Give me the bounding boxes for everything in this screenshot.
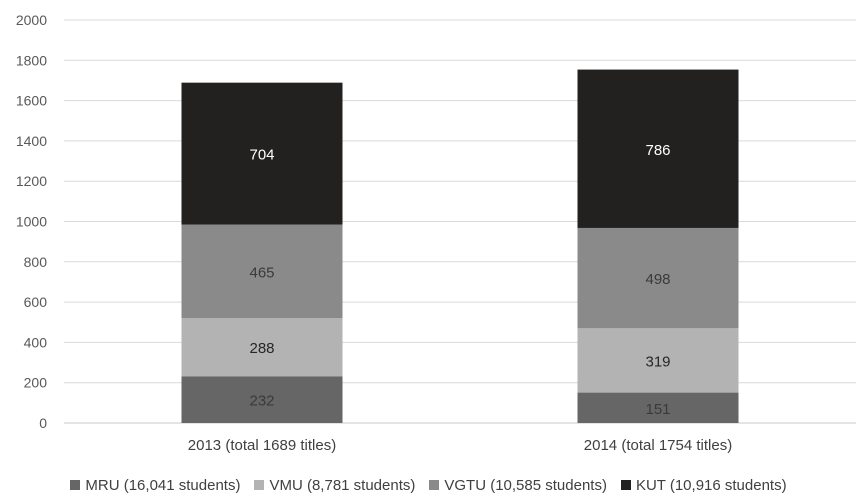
data-label-2-cat-1: 288 <box>249 340 274 357</box>
bar-segment-3-cat-2 <box>577 227 739 329</box>
y-axis: 0 200 400 600 800 1000 1200 1400 1600 1800 2000 <box>16 12 47 431</box>
y-tick-label-200: 200 <box>24 375 48 391</box>
data-label-3-cat-2: 498 <box>645 271 670 288</box>
legend-item-4: KUT (10,916 students) <box>620 476 787 494</box>
data-label-4-cat-1: 704 <box>249 147 274 164</box>
legend-label-4: KUT (10,916 students) <box>635 476 787 494</box>
legend-swatch-4 <box>620 480 631 490</box>
data-label-1-cat-1: 232 <box>249 393 274 410</box>
y-tick-label-600: 600 <box>24 294 48 310</box>
bar-segment-4-cat-2 <box>577 69 739 228</box>
y-tick-label-1200: 1200 <box>16 173 47 189</box>
legend-swatch-3 <box>429 480 440 490</box>
legend-swatch-2 <box>254 480 265 490</box>
data-label-1-cat-2: 151 <box>645 401 670 418</box>
bar-segment-4-cat-1 <box>181 82 343 225</box>
legend-label-3: VGTU (10,585 students) <box>444 476 607 494</box>
y-tick-label-1000: 1000 <box>16 214 47 230</box>
data-label-2-cat-2: 319 <box>645 353 670 370</box>
legend-item-3: VGTU (10,585 students) <box>429 477 607 494</box>
bar-segment-1-cat-2 <box>577 392 739 423</box>
x-category-label-1: 2013 (total 1689 titles) <box>188 437 336 454</box>
y-tick-label-2000: 2000 <box>16 12 47 28</box>
data-label-4-cat-2: 786 <box>645 142 670 159</box>
x-category-label-2: 2014 (total 1754 titles) <box>584 437 732 454</box>
y-tick-label-1400: 1400 <box>16 133 47 149</box>
legend-label-2: VMU (8,781 students) <box>269 476 416 494</box>
bar-segment-3-cat-1 <box>181 224 343 319</box>
legend-label-1: MRU (16,041 students) <box>85 476 241 494</box>
y-tick-label-1800: 1800 <box>16 52 47 68</box>
x-axis: 2013 (total 1689 titles) 2014 (total 1754… <box>188 437 732 454</box>
legend-item-2: VMU (8,781 students) <box>254 477 415 494</box>
data-label-3-cat-1: 465 <box>249 264 274 281</box>
y-tick-label-400: 400 <box>24 334 48 350</box>
stacked-bar-chart: 0 200 400 600 800 1000 1200 1400 1600 1800 2000 23… <box>16 12 856 454</box>
legend: MRU (16,041 students) VMU (8,781 students… <box>0 475 857 495</box>
bar-segment-2-cat-2 <box>577 328 739 393</box>
legend-swatch-1 <box>70 480 81 490</box>
bar-segment-2-cat-1 <box>181 318 343 377</box>
legend-item-1: MRU (16,041 students) <box>70 477 240 494</box>
bar-segment-1-cat-1 <box>181 376 343 423</box>
bars: 232 288 465 704 151 319 498 786 <box>181 69 739 423</box>
y-tick-label-1600: 1600 <box>16 93 47 109</box>
y-tick-label-800: 800 <box>24 254 48 270</box>
y-tick-label-0: 0 <box>39 415 47 431</box>
